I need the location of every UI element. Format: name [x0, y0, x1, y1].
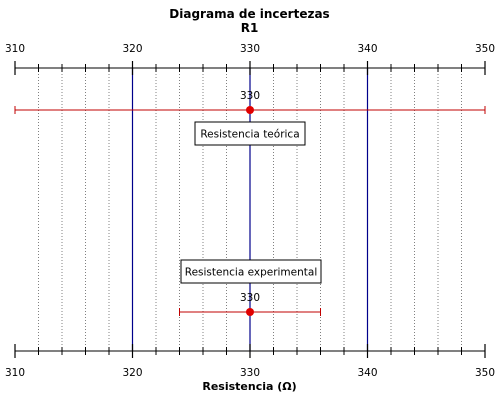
- top-axis-tick-label: 350: [475, 43, 495, 55]
- bottom-axis-tick-label: 350: [475, 367, 495, 379]
- bottom-axis-tick-label: 330: [240, 367, 260, 379]
- top-axis-tick-label: 310: [5, 43, 25, 55]
- x-axis-label: Resistencia (Ω): [202, 380, 297, 393]
- bottom-axis-tick-label: 310: [5, 367, 25, 379]
- chart-subtitle: R1: [240, 21, 259, 35]
- experimental-point: [246, 308, 254, 316]
- bottom-axis-tick-label: 340: [357, 367, 377, 379]
- top-axis-tick-label: 340: [357, 43, 377, 55]
- experimental-label: Resistencia experimental: [185, 267, 318, 279]
- experimental-label-box: [180, 259, 322, 284]
- top-axis-tick-label: 330: [240, 43, 260, 55]
- top-axis-tick-label: 320: [122, 43, 142, 55]
- chart-title: Diagrama de incertezas: [169, 7, 330, 21]
- theoretical-label-box: [194, 121, 306, 146]
- theoretical-label: Resistencia teórica: [200, 129, 299, 141]
- theoretical-point: [246, 106, 254, 114]
- theoretical-value-label: 330: [240, 90, 260, 102]
- experimental-value-label: 330: [240, 292, 260, 304]
- bottom-axis-tick-label: 320: [122, 367, 142, 379]
